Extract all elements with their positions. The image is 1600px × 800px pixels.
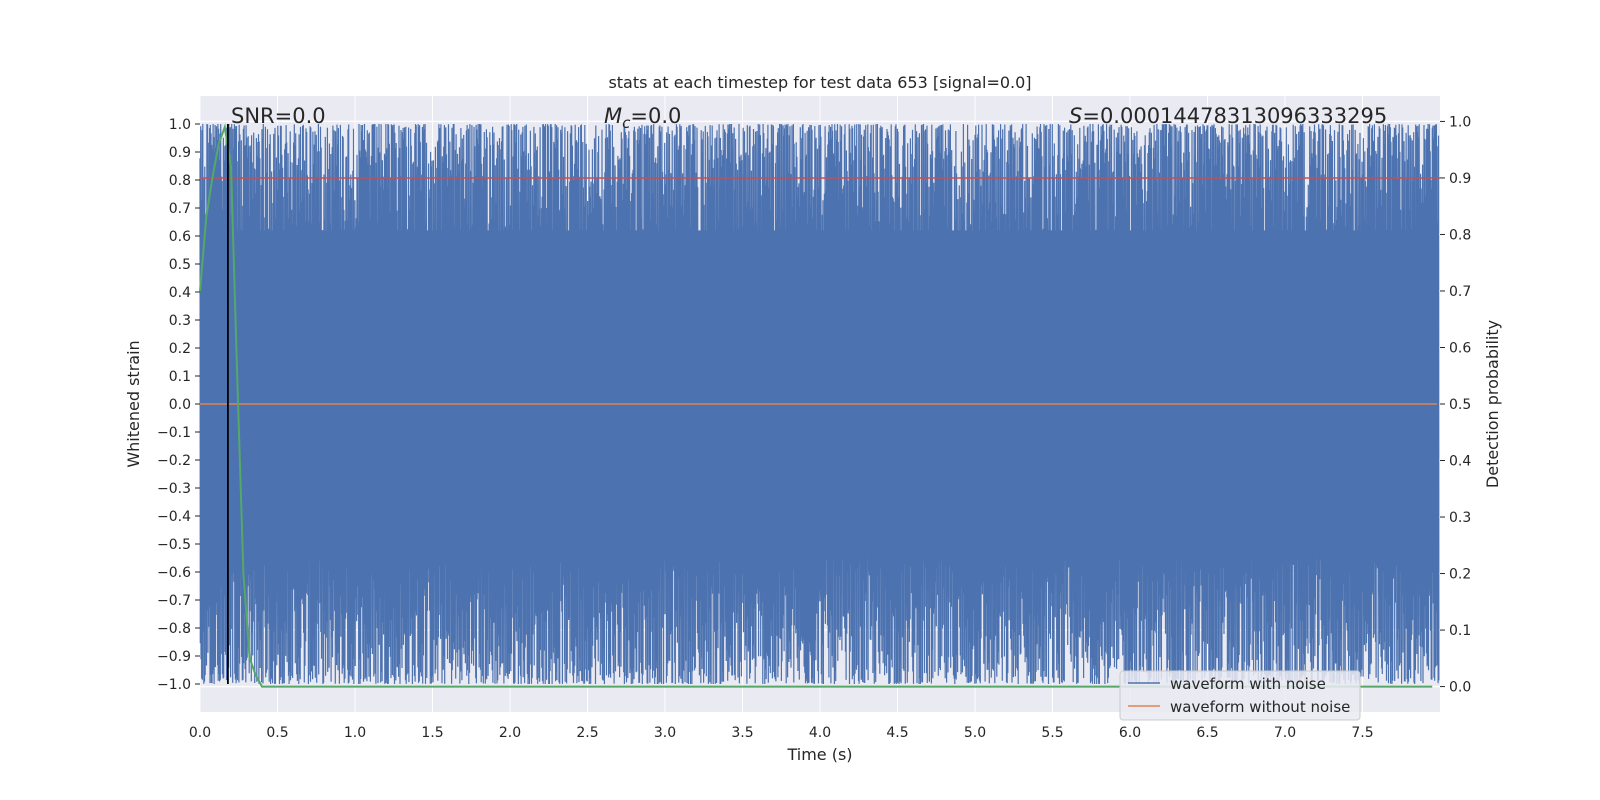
- s-value: =0.00014478313096333295: [1082, 104, 1387, 128]
- y2-tick-label: 0.3: [1449, 510, 1471, 526]
- x-tick-label: 1.0: [344, 725, 366, 741]
- y-tick-label: −0.7: [157, 593, 191, 609]
- x-tick-label: 6.5: [1196, 725, 1218, 741]
- y-axis-label: Whitened strain: [124, 340, 143, 467]
- x-tick-label: 7.0: [1274, 725, 1296, 741]
- legend-label-noise: waveform with noise: [1170, 675, 1326, 693]
- y-tick-label: 0.3: [169, 313, 191, 329]
- y-tick-label: −0.3: [157, 481, 191, 497]
- y2-tick-label: 0.1: [1449, 623, 1471, 639]
- chart-title: stats at each timestep for test data 653…: [608, 73, 1031, 92]
- y2-tick-label: 0.5: [1449, 397, 1471, 413]
- chirp-mass-symbol: M: [604, 104, 622, 128]
- x-tick-label: 2.0: [499, 725, 521, 741]
- x-axis-label: Time (s): [786, 745, 852, 764]
- series-line-detection: [199, 123, 1433, 688]
- chirp-mass-annotation: Mc=0.0: [604, 104, 681, 132]
- y2-tick-label: 0.8: [1449, 227, 1471, 243]
- y-tick-label: 0.5: [169, 257, 191, 273]
- y-tick-label: 0.4: [169, 285, 191, 301]
- y-tick-label: −0.2: [157, 453, 191, 469]
- x-tick-label: 5.5: [1041, 725, 1063, 741]
- s-symbol: S: [1069, 104, 1082, 128]
- noisy-waveform-series: [199, 123, 1440, 685]
- y2-tick-label: 0.2: [1449, 567, 1471, 583]
- y2-tick-label: 1.0: [1449, 114, 1471, 130]
- y-tick-label: −0.5: [157, 537, 191, 553]
- x-tick-label: 0.0: [189, 725, 211, 741]
- s-annotation: S=0.00014478313096333295: [1069, 104, 1387, 128]
- x-axis-ticks: 0.0 0.5 1.0 1.5 2.0 2.5 3.0 3.5 4.0 4.5 5.0 5.5 6.0 6…: [189, 725, 1374, 741]
- series-fill-noise: [200, 230, 1439, 558]
- y-tick-label: −0.1: [157, 425, 191, 441]
- x-tick-label: 4.5: [886, 725, 908, 741]
- y2-tick-label: 0.0: [1449, 680, 1471, 696]
- x-tick-label: 4.0: [809, 725, 831, 741]
- y2-tick-label: 0.9: [1449, 171, 1471, 187]
- x-tick-label: 2.5: [576, 725, 598, 741]
- x-tick-label: 7.5: [1351, 725, 1373, 741]
- y-tick-label: −0.4: [157, 509, 191, 525]
- y2-tick-label: 0.6: [1449, 340, 1471, 356]
- x-tick-label: 6.0: [1119, 725, 1141, 741]
- y-axis-ticks: 1.0 0.9 0.8 0.7 0.6 0.5 0.4 0.3 0.2 0.1 0.0 −0.1 −0.…: [157, 117, 200, 693]
- y-tick-label: 0.9: [169, 145, 191, 161]
- y-tick-label: 0.6: [169, 229, 191, 245]
- y-tick-label: −0.9: [157, 649, 191, 665]
- legend: waveform with noise waveform without noi…: [1119, 670, 1361, 721]
- chirp-mass-subscript: c: [622, 114, 631, 132]
- y-tick-label: 0.1: [169, 369, 191, 385]
- x-tick-label: 1.5: [421, 725, 443, 741]
- legend-label-clean: waveform without noise: [1170, 698, 1350, 716]
- y-tick-label: 0.2: [169, 341, 191, 357]
- y2-tick-label: 0.4: [1449, 454, 1471, 470]
- y2-axis-ticks: 1.0 0.9 0.8 0.7 0.6 0.5 0.4 0.3 0.2 0.1 0.0: [1440, 114, 1471, 696]
- y-tick-label: 1.0: [169, 117, 191, 133]
- chirp-mass-value: =0.0: [630, 104, 681, 128]
- y-tick-label: 0.0: [169, 397, 191, 413]
- x-tick-label: 0.5: [266, 725, 288, 741]
- chart-lines: [199, 123, 1440, 688]
- y-tick-label: −0.6: [157, 565, 191, 581]
- snr-annotation: SNR=0.0: [231, 104, 326, 128]
- y-tick-label: −0.8: [157, 621, 191, 637]
- x-tick-label: 3.0: [654, 725, 676, 741]
- y-tick-label: 0.8: [169, 173, 191, 189]
- y2-axis-label: Detection probability: [1483, 320, 1502, 488]
- legend-box: [1119, 670, 1361, 721]
- y-tick-label: 0.7: [169, 201, 191, 217]
- y2-tick-label: 0.7: [1449, 284, 1471, 300]
- x-tick-label: 5.0: [964, 725, 986, 741]
- x-tick-label: 3.5: [731, 725, 753, 741]
- y-tick-label: −1.0: [157, 677, 191, 693]
